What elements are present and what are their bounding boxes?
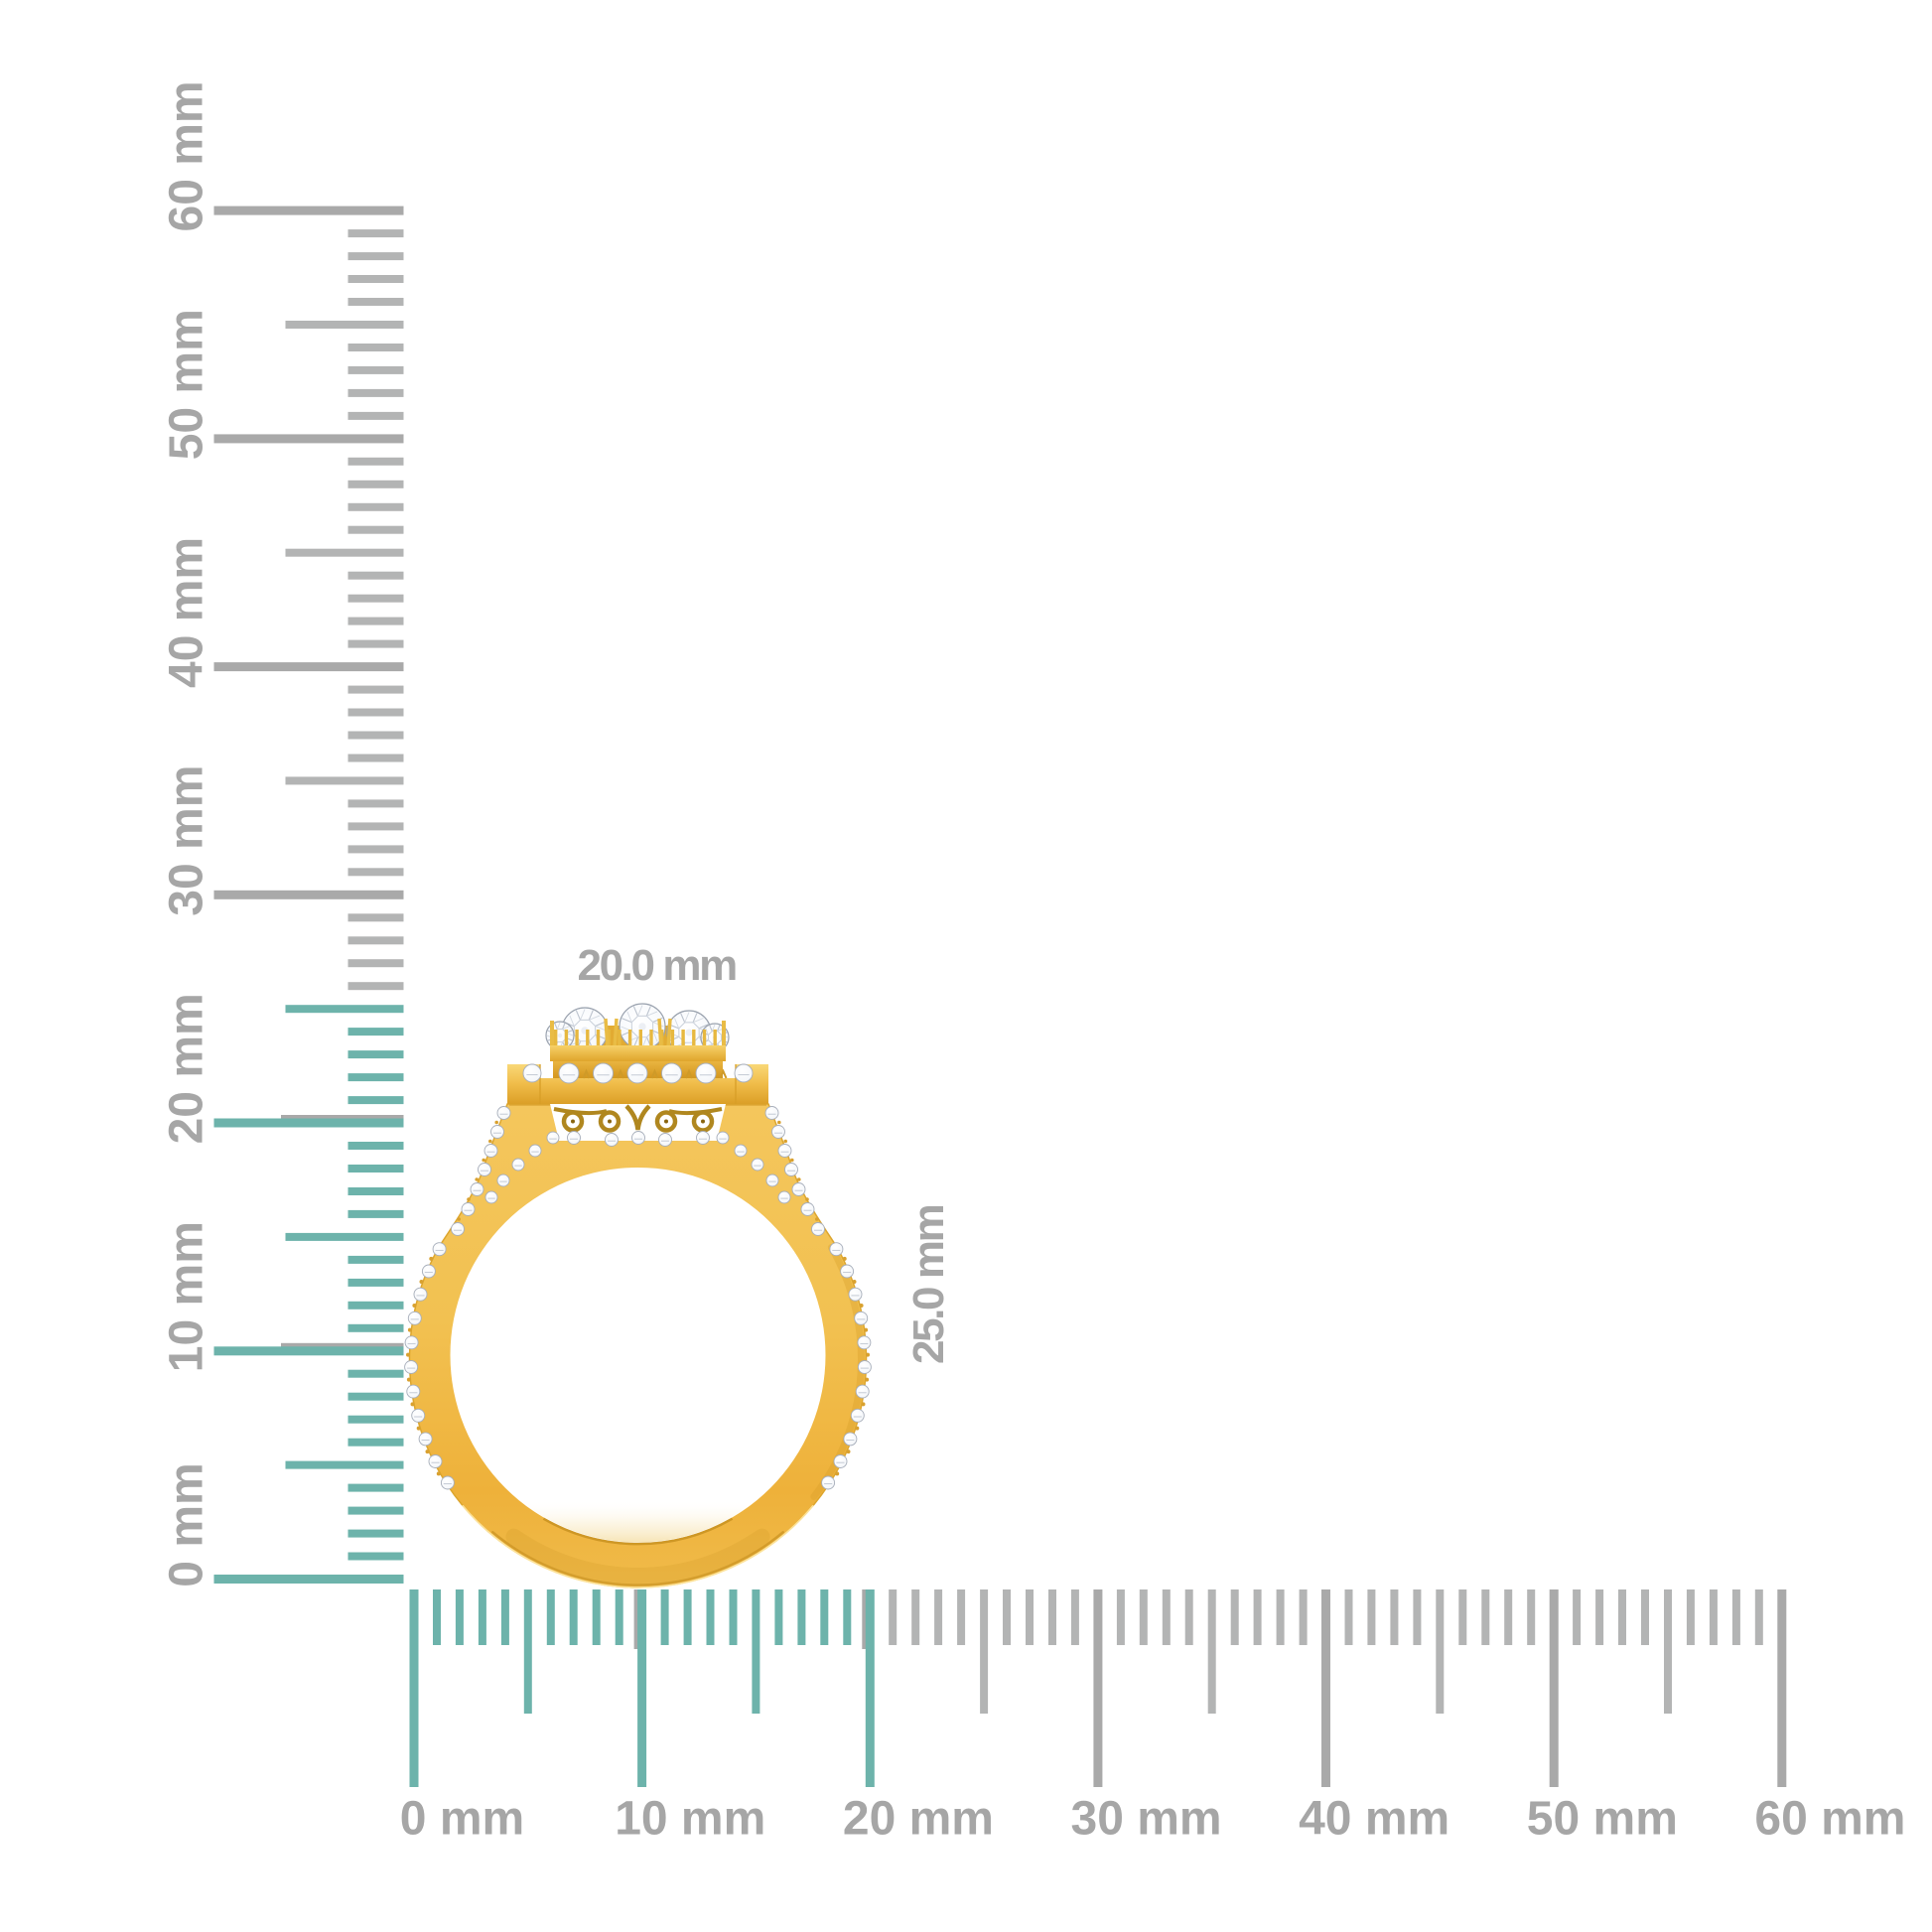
svg-text:20 mm: 20 mm <box>161 993 213 1144</box>
svg-text:20 mm: 20 mm <box>843 1793 994 1846</box>
svg-text:50 mm: 50 mm <box>161 309 213 460</box>
svg-text:30 mm: 30 mm <box>1071 1793 1222 1846</box>
svg-text:10 mm: 10 mm <box>161 1221 213 1372</box>
svg-text:10 mm: 10 mm <box>615 1793 765 1846</box>
svg-text:20.0 mm: 20.0 mm <box>578 941 737 990</box>
svg-text:30 mm: 30 mm <box>161 765 213 916</box>
svg-text:25.0 mm: 25.0 mm <box>904 1205 953 1364</box>
svg-text:50 mm: 50 mm <box>1527 1793 1678 1846</box>
svg-text:40 mm: 40 mm <box>161 537 213 688</box>
svg-text:60 mm: 60 mm <box>1754 1793 1905 1846</box>
svg-text:0 mm: 0 mm <box>161 1462 213 1587</box>
svg-text:60 mm: 60 mm <box>161 80 213 231</box>
svg-text:40 mm: 40 mm <box>1299 1793 1449 1846</box>
svg-text:0 mm: 0 mm <box>400 1793 524 1846</box>
